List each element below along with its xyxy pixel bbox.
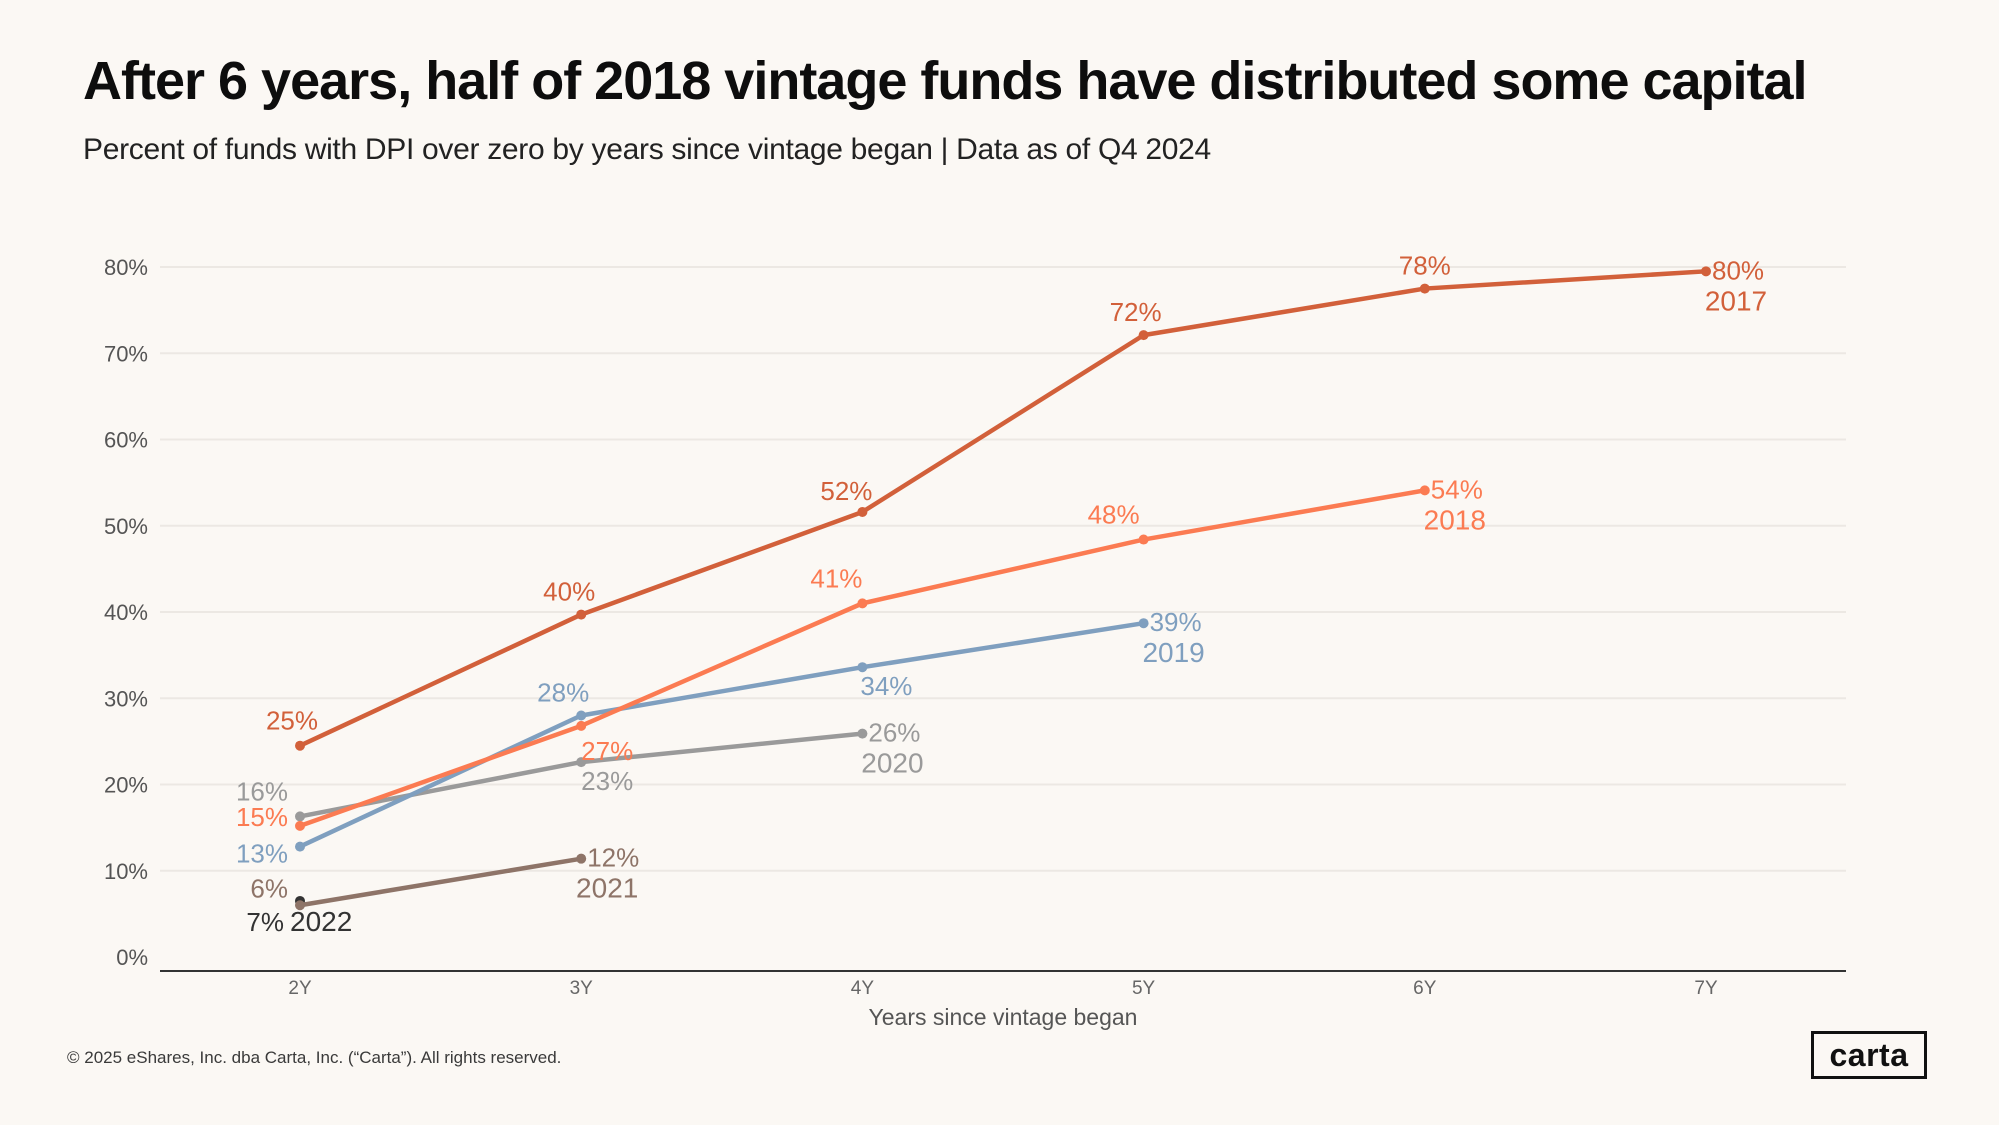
data-point-2018 xyxy=(295,820,305,831)
x-tick-label: 7Y xyxy=(1694,978,1718,999)
y-tick-label: 30% xyxy=(104,686,148,711)
series-name-label-2017: 2017 xyxy=(1705,285,1767,316)
y-tick-label: 50% xyxy=(104,514,148,539)
data-point-2019 xyxy=(295,841,305,852)
value-label-2021: 12% xyxy=(587,843,639,873)
data-point-2017 xyxy=(1419,283,1430,294)
y-axis: 0% 10% 20% 30% 40% 50% 60% 70% 80% xyxy=(104,255,148,970)
value-label-2018: 48% xyxy=(1088,500,1140,530)
series-name-label-2019: 2019 xyxy=(1142,637,1204,668)
value-label-2018: 15% xyxy=(236,802,288,832)
value-label-2017: 78% xyxy=(1399,251,1451,281)
series-line-2017 xyxy=(297,269,1709,748)
data-point-2018 xyxy=(1419,485,1430,496)
data-point-2017 xyxy=(295,740,305,751)
x-axis-title: Years since vintage began xyxy=(869,1004,1138,1030)
data-point-2018 xyxy=(1138,534,1149,545)
x-tick-label: 4Y xyxy=(851,978,875,999)
series-name-label-2022: 2022 xyxy=(290,906,352,937)
series-name-label-2020: 2020 xyxy=(861,748,923,779)
y-tick-label: 10% xyxy=(104,859,148,884)
data-point-2020 xyxy=(576,757,587,768)
x-tick-label: 3Y xyxy=(570,978,594,999)
value-label-2021: 6% xyxy=(250,873,288,903)
series-line-2019 xyxy=(297,620,1146,849)
value-label-2017: 80% xyxy=(1712,255,1764,285)
value-label-2019: 13% xyxy=(236,839,288,869)
y-tick-label: 70% xyxy=(104,341,148,366)
data-point-2020 xyxy=(857,728,868,739)
value-label-2019: 39% xyxy=(1150,607,1202,637)
y-tick-label: 80% xyxy=(104,255,148,280)
carta-logo-text: carta xyxy=(1829,1036,1909,1073)
data-point-2017 xyxy=(1138,330,1149,341)
carta-logo: carta xyxy=(1811,1031,1927,1079)
series-line-2021 xyxy=(297,856,584,908)
data-point-2017 xyxy=(857,506,868,517)
data-point-2019 xyxy=(857,662,868,673)
y-tick-label: 60% xyxy=(104,428,148,453)
series-name-label-2021: 2021 xyxy=(576,873,638,904)
data-point-2021 xyxy=(576,853,587,864)
x-tick-label: 2Y xyxy=(288,978,312,999)
value-label-2017: 72% xyxy=(1110,297,1162,327)
data-point-2019 xyxy=(576,710,587,721)
value-label-2020: 23% xyxy=(581,766,633,796)
chart-title: After 6 years, half of 2018 vintage fund… xyxy=(83,51,1808,111)
chart-subtitle: Percent of funds with DPI over zero by y… xyxy=(83,133,1211,166)
value-label-2018: 27% xyxy=(581,736,633,766)
y-tick-label: 0% xyxy=(116,945,148,970)
data-point-2017 xyxy=(1701,266,1711,277)
x-tick-label: 5Y xyxy=(1132,978,1156,999)
data-labels: 25%40%52%72%78% 80%201715%27%41%48%54%201… xyxy=(236,251,1767,937)
data-point-2019 xyxy=(1138,618,1149,629)
y-tick-label: 20% xyxy=(104,773,148,798)
gridlines xyxy=(160,266,1846,872)
value-label-2017: 40% xyxy=(543,577,595,607)
value-label-2018: 54% xyxy=(1431,474,1483,504)
value-label-2020: 26% xyxy=(868,718,920,748)
value-label-2019: 28% xyxy=(537,678,589,708)
y-tick-label: 40% xyxy=(104,600,148,625)
x-tick-label: 6Y xyxy=(1413,978,1437,999)
series-name-label-2018: 2018 xyxy=(1424,504,1486,535)
data-point-2018 xyxy=(576,720,587,731)
series-lines xyxy=(295,266,1711,911)
value-label-2017: 25% xyxy=(266,706,318,736)
x-axis: 2Y 3Y 4Y 5Y 6Y 7Y Years since vintage began xyxy=(160,970,1846,1030)
data-point-2020 xyxy=(295,811,305,822)
value-label-2018: 41% xyxy=(810,563,862,593)
copyright-notice: © 2025 eShares, Inc. dba Carta, Inc. (“C… xyxy=(67,1048,562,1067)
value-label-2019: 34% xyxy=(860,671,912,701)
data-point-2017 xyxy=(576,609,587,620)
data-point-2021 xyxy=(295,900,305,911)
data-point-2018 xyxy=(857,598,868,609)
value-label-2020: 16% xyxy=(236,776,288,806)
value-label-2022: 7% xyxy=(246,907,284,937)
value-label-2017: 52% xyxy=(820,476,872,506)
